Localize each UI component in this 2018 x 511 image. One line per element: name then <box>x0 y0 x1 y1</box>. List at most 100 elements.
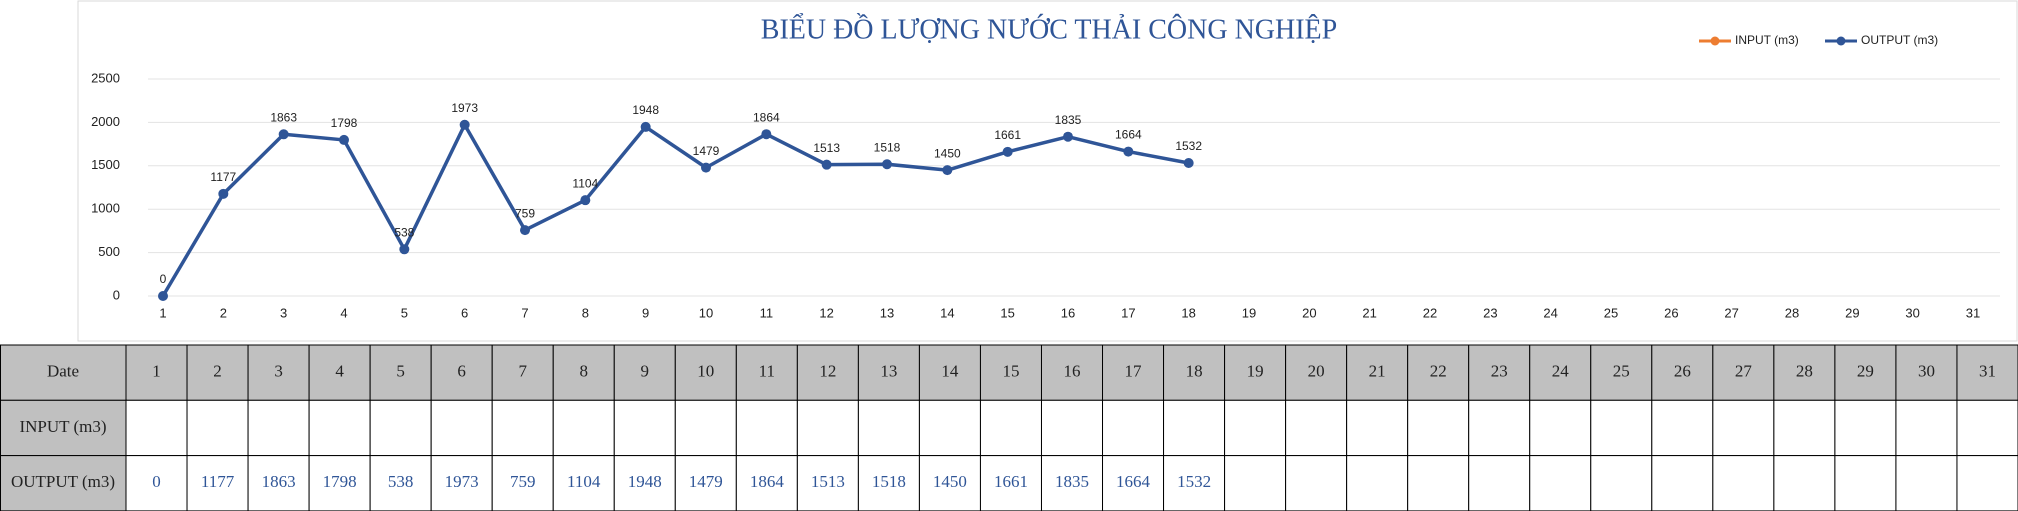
table-cell <box>308 455 371 511</box>
data-label: 1664 <box>1115 128 1142 142</box>
table-cell <box>857 455 920 511</box>
data-label: 1973 <box>451 101 478 115</box>
table-cell <box>430 344 493 401</box>
table-cell <box>1102 399 1165 457</box>
table-cell <box>674 455 737 511</box>
point <box>821 159 832 170</box>
point <box>339 134 349 145</box>
y-tick-label: 1000 <box>91 201 120 216</box>
point <box>1002 146 1013 157</box>
data-label: 1177 <box>210 170 236 184</box>
table-cell <box>674 344 737 401</box>
x-tick-label: 23 <box>1483 305 1497 320</box>
table-cell <box>1285 399 1348 457</box>
table-cell <box>1651 344 1714 401</box>
table-cell <box>0 399 127 457</box>
table-cell <box>552 399 615 457</box>
x-tick-label: 26 <box>1664 305 1678 320</box>
point <box>218 188 229 199</box>
table-date: 14 <box>941 362 959 381</box>
table-value: 1450 <box>933 472 967 491</box>
table-cell <box>491 455 554 511</box>
x-tick-label: 12 <box>819 305 833 320</box>
table-cell <box>491 399 554 457</box>
table-cell <box>1773 399 1836 457</box>
data-label: 1532 <box>1175 139 1202 153</box>
table-cell <box>1529 399 1592 457</box>
table-cell <box>1224 455 1287 511</box>
data-label: 0 <box>160 272 167 286</box>
point <box>1063 131 1073 142</box>
table-cell <box>1468 399 1531 457</box>
table-value: 1513 <box>811 472 845 491</box>
table-cell <box>979 455 1042 511</box>
x-tick-label: 1 <box>159 305 166 320</box>
table-date: 25 <box>1613 362 1630 381</box>
table-date: 15 <box>1002 362 1019 381</box>
table-value: 1664 <box>1116 472 1151 491</box>
table-date: 2 <box>213 362 222 381</box>
x-tick-label: 2 <box>220 305 227 320</box>
table-value: 538 <box>388 472 414 491</box>
x-tick-label: 6 <box>461 305 468 320</box>
table-cell <box>1040 344 1104 401</box>
table-date: 8 <box>579 362 588 381</box>
data-label: 1948 <box>632 103 659 117</box>
data-label: 759 <box>515 206 535 220</box>
data-label: 1450 <box>934 146 961 160</box>
chart-title: BIỂU ĐỒ LƯỢNG NƯỚC THẢI CÔNG NGHIỆP <box>761 13 1337 45</box>
table-date: 21 <box>1369 362 1386 381</box>
table-cell <box>1529 344 1592 401</box>
table-cell <box>1651 455 1714 511</box>
point <box>459 119 470 130</box>
table-cell <box>247 399 310 457</box>
table-date: 29 <box>1857 362 1874 381</box>
table-cell <box>1895 344 1958 401</box>
x-tick-label: 25 <box>1604 305 1618 320</box>
table-cell <box>308 399 371 457</box>
x-tick-label: 14 <box>940 305 954 320</box>
table-cell <box>1590 344 1653 401</box>
table-cell <box>857 399 920 457</box>
table-cell <box>1163 399 1226 457</box>
data-label: 1661 <box>994 128 1021 142</box>
point <box>761 129 772 140</box>
point <box>701 162 711 173</box>
table-row-header: Date <box>47 362 79 381</box>
table-cell <box>369 399 432 457</box>
x-tick-label: 19 <box>1242 305 1256 320</box>
table-cell <box>613 399 676 457</box>
table-cell <box>1407 344 1470 401</box>
table-date: 10 <box>697 362 714 381</box>
table-cell <box>1651 399 1714 457</box>
x-tick-label: 27 <box>1724 305 1738 320</box>
data-label: 538 <box>394 225 414 239</box>
table-value: 1104 <box>567 472 601 491</box>
y-tick-label: 0 <box>113 287 120 302</box>
table-cell <box>186 399 249 457</box>
point <box>580 195 591 206</box>
table-cell <box>125 455 188 511</box>
point <box>942 165 953 176</box>
table-date: 13 <box>880 362 897 381</box>
point <box>399 244 410 255</box>
series-line <box>161 122 1189 297</box>
table-cell <box>1346 399 1409 457</box>
table-cell <box>430 455 493 511</box>
table-date: 9 <box>641 362 650 381</box>
x-tick-label: 8 <box>582 305 589 320</box>
table-date: 23 <box>1491 362 1508 381</box>
x-tick-label: 9 <box>642 305 649 320</box>
x-tick-label: 3 <box>280 305 287 320</box>
table-value: 1973 <box>445 472 479 491</box>
data-label: 1864 <box>753 110 780 124</box>
table-cell <box>1956 455 2018 511</box>
table-cell <box>430 399 493 457</box>
table-cell <box>1285 455 1348 511</box>
table-value: 1479 <box>689 472 723 491</box>
x-tick-label: 13 <box>880 305 894 320</box>
table-date: 3 <box>274 362 283 381</box>
table-cell <box>1285 344 1348 401</box>
table-value: 1948 <box>628 472 662 491</box>
